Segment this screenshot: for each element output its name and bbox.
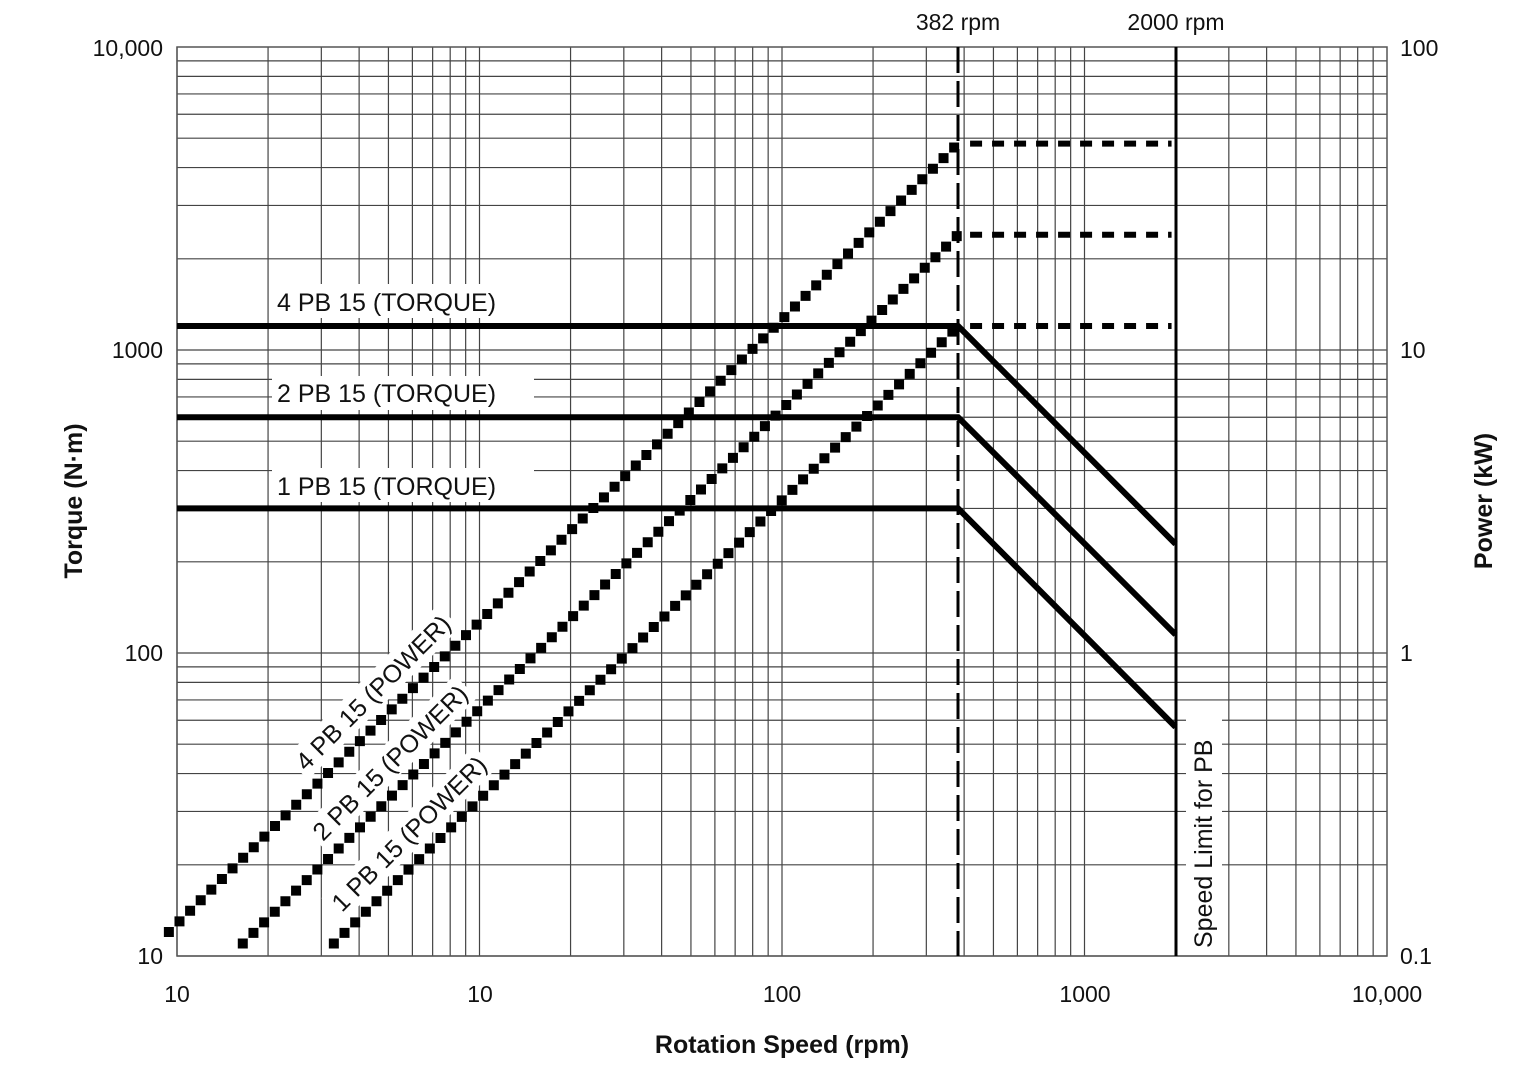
chart-series — [161, 136, 1178, 951]
y2-axis-ticks: 0.1 1 10 100 — [1400, 35, 1438, 969]
torque-label-1pb: 1 PB 15 (TORQUE) — [277, 473, 496, 501]
x-axis-title: Rotation Speed (rpm) — [655, 1031, 909, 1059]
speed-limit-label: Speed Limit for PB — [1190, 740, 1218, 948]
y2-tick: 100 — [1400, 35, 1438, 61]
max-speed-label: 2000 rpm — [1127, 9, 1224, 35]
x-axis-ticks: 10 10 100 1000 10,000 — [164, 981, 1422, 1007]
y-tick: 10,000 — [93, 35, 163, 61]
y2-tick: 0.1 — [1400, 943, 1432, 969]
x-tick: 10 — [467, 981, 493, 1007]
y-tick: 100 — [125, 640, 163, 666]
x-tick: 10,000 — [1352, 981, 1422, 1007]
power-curve — [235, 227, 966, 951]
torque-label-2pb: 2 PB 15 (TORQUE) — [277, 380, 496, 408]
y-tick: 1000 — [112, 337, 163, 363]
y2-tick: 10 — [1400, 337, 1426, 363]
y-tick: 10 — [137, 943, 163, 969]
torque-curve — [177, 414, 1178, 637]
y2-tick: 1 — [1400, 640, 1413, 666]
x-tick: 1000 — [1059, 981, 1110, 1007]
plot-frame — [176, 46, 1388, 957]
torque-label-4pb: 4 PB 15 (TORQUE) — [277, 289, 496, 317]
rated-speed-label: 382 rpm — [916, 9, 1000, 35]
x-tick: 100 — [763, 981, 801, 1007]
x-tick: 10 — [164, 981, 190, 1007]
y-axis-ticks: 10 100 1000 10,000 — [93, 35, 163, 969]
power-curve — [326, 318, 966, 951]
y-axis-title: Torque (N·m) — [60, 423, 88, 578]
y2-axis-title: Power (kW) — [1470, 433, 1498, 569]
power-curve — [161, 136, 966, 940]
